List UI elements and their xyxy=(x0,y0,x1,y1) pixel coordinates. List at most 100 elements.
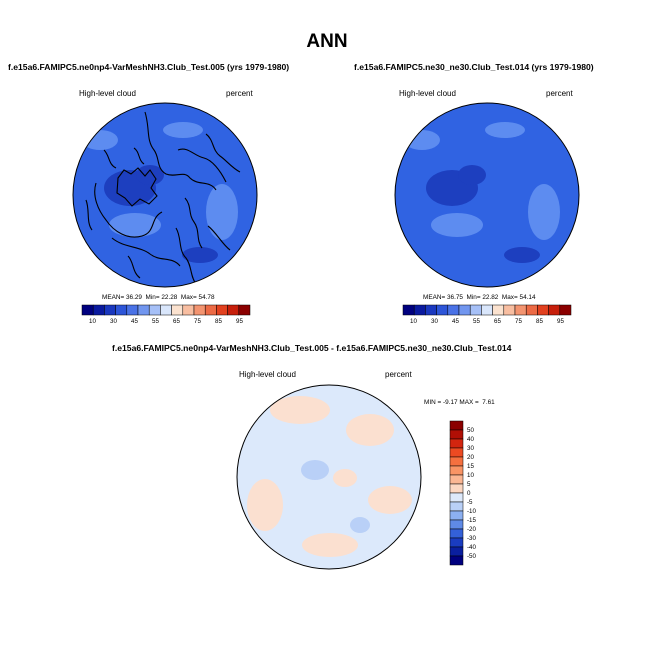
panel-1-cloud-patch xyxy=(82,130,118,150)
panel-2-map-background xyxy=(395,103,579,287)
panel-3-colorbar-box xyxy=(449,555,464,566)
panel-2-units-label: percent xyxy=(546,89,573,98)
panel-1-cloud-patch xyxy=(163,122,203,138)
panel-1-colorbar-box xyxy=(92,304,105,316)
panel-1-colorbar-box xyxy=(182,304,195,316)
panel-2-variable-label: High-level cloud xyxy=(399,89,456,98)
panel-2-colorbar-box xyxy=(436,304,449,316)
panel-3-variable-label: High-level cloud xyxy=(239,370,296,379)
panel-3-colorbar-tick-label: 30 xyxy=(467,445,474,452)
panel-1-cloud-field xyxy=(82,122,238,263)
panel-2-colorbar-box xyxy=(503,304,516,316)
panel-2-colorbar-box xyxy=(559,304,572,316)
panel-1-colorbar-box xyxy=(227,304,240,316)
panel-1-map-background xyxy=(73,103,257,287)
panel-3-colorbar-box xyxy=(449,429,464,440)
page-title: ANN xyxy=(306,31,348,52)
panel-1-mean-value: 36.29 xyxy=(125,294,142,301)
panel-1-colorbar-tick-label: 85 xyxy=(215,318,222,325)
panel-2-colorbar-box xyxy=(525,304,538,316)
panel-1-colorbar-box xyxy=(160,304,172,316)
panel-3-colorbar-tick-label: 5 xyxy=(467,481,471,488)
panel-2-title: f.e15a6.FAMIPC5.ne30_ne30.Club_Test.014 … xyxy=(354,62,594,72)
panel-2-colorbar-tick-label: 95 xyxy=(557,318,564,325)
panel-3-colorbar-box xyxy=(449,420,464,431)
panel-3-colorbar-box xyxy=(449,456,464,467)
panel-1-colorbar-box xyxy=(216,304,228,316)
panel-1-min-value: 22.28 xyxy=(161,294,178,301)
panel-3-colorbar-box xyxy=(449,501,464,512)
panel-3-colorbar-box xyxy=(449,447,464,458)
panel-2-colorbar-tick-label: 75 xyxy=(515,318,522,325)
panel-3-units-label: percent xyxy=(385,370,412,379)
panel-2-colorbar-tick-label: 85 xyxy=(536,318,543,325)
panel-3-colorbar-tick-label: -5 xyxy=(467,499,473,506)
panel-2-colorbar: 10 30 45 55 65 75 85 95 xyxy=(402,304,572,325)
panel-3-colorbar-box xyxy=(449,519,464,530)
panel-2-colorbar-box xyxy=(481,304,493,316)
panel-3-colorbar-tick-label: -10 xyxy=(467,508,477,515)
panel-3-colorbar-tick-label: -15 xyxy=(467,517,477,524)
panel-3-colorbar-tick-label: 40 xyxy=(467,436,474,443)
panel-1-colorbar-box xyxy=(137,304,150,316)
panel-3-stats: MIN = -9.17 MAX = 7.61 xyxy=(424,399,495,406)
panel-3-warm-patch xyxy=(247,479,283,531)
panel-3-colorbar-tick-label: 20 xyxy=(467,454,474,461)
panel-3-colorbar-tick-label: -40 xyxy=(467,544,477,551)
panel-2-colorbar-box xyxy=(402,304,415,316)
panel-2-colorbar-box xyxy=(514,304,527,316)
panel-1-colorbar-box xyxy=(193,304,206,316)
panel-3-title: f.e15a6.FAMIPC5.ne0np4-VarMeshNH3.Club_T… xyxy=(112,343,512,353)
panel-2-colorbar-tick-label: 30 xyxy=(431,318,438,325)
panel-3-colorbar-box xyxy=(449,483,464,494)
panel-2-colorbar-box xyxy=(537,304,549,316)
panel-3-colorbar-box xyxy=(449,537,464,548)
panel-2-cloud-patch xyxy=(431,213,483,237)
panel-1-units-label: percent xyxy=(226,89,253,98)
panel-2-stats: MEAN= 36.75 Min= 22.82 Max= 54.14 xyxy=(423,294,536,301)
panel-1-colorbar-box xyxy=(81,304,94,316)
panel-1-colorbar-tick-label: 95 xyxy=(236,318,243,325)
panel-2-cloud-patch xyxy=(485,122,525,138)
panel-1-max-value: 54.78 xyxy=(198,294,215,301)
panel-3-cool-patch xyxy=(301,460,329,480)
panel-2-cloud-patch xyxy=(504,247,540,263)
panel-2-colorbar-box xyxy=(492,304,505,316)
panel-1-colorbar-box xyxy=(104,304,116,316)
panel-3-colorbar-box xyxy=(449,474,464,485)
panel-2-colorbar-tick-label: 45 xyxy=(452,318,459,325)
panel-3-max-value: 7.61 xyxy=(482,399,495,406)
panel-1-colorbar-box xyxy=(148,304,161,316)
panel-2-map xyxy=(394,102,580,288)
panel-3-colorbar-tick-label: -20 xyxy=(467,526,477,533)
panel-3-cool-patch xyxy=(350,517,370,533)
panel-1-title: f.e15a6.FAMIPC5.ne0np4-VarMeshNH3.Club_T… xyxy=(8,62,290,72)
panel-1-colorbar-box xyxy=(238,304,251,316)
panel-1-cloud-patch xyxy=(182,247,218,263)
panel-1-colorbar: 10 30 45 55 65 75 85 95 xyxy=(81,304,251,325)
panel-2-max-value: 54.14 xyxy=(519,294,536,301)
panel-2-mean-value: 36.75 xyxy=(446,294,463,301)
panel-1-map xyxy=(72,102,258,288)
panel-2-cloud-patch xyxy=(458,165,486,185)
panel-3-colorbar-box xyxy=(449,546,464,557)
panel-2-colorbar-box xyxy=(413,304,426,316)
panel-3-colorbar-tick-label: -50 xyxy=(467,553,477,560)
panel-2-cloud-patch xyxy=(404,130,440,150)
panel-1-colorbar-box xyxy=(204,304,217,316)
panel-1-cloud-patch xyxy=(136,165,164,185)
panel-3-warm-patch xyxy=(302,533,358,557)
panel-1-cloud-patch xyxy=(109,213,161,237)
panel-3-colorbar-box xyxy=(449,438,464,449)
panel-1-colorbar-tick-label: 65 xyxy=(173,318,180,325)
panel-3-warm-patch xyxy=(333,469,357,487)
panel-3-difference-field xyxy=(247,396,412,557)
panel-2-colorbar-box xyxy=(447,304,460,316)
panel-3-map-border xyxy=(236,384,422,570)
panel-1-colorbar-box xyxy=(126,304,139,316)
panel-1-colorbar-tick-label: 10 xyxy=(89,318,96,325)
panel-3-colorbar-tick-label: 10 xyxy=(467,472,474,479)
panel-3-warm-patch xyxy=(368,486,412,514)
